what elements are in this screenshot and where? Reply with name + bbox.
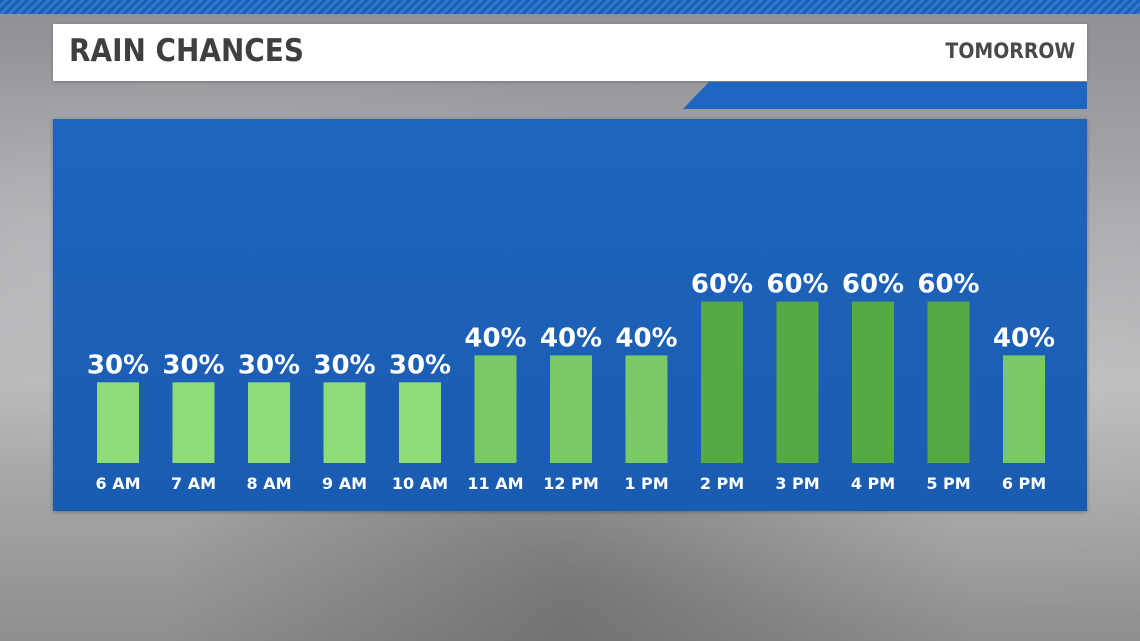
chart-subtitle: TOMORROW xyxy=(945,39,1075,63)
bar-11-am xyxy=(474,355,517,463)
value-label: 30% xyxy=(313,350,375,380)
category-label: 5 PM xyxy=(926,474,970,493)
category-label: 12 PM xyxy=(543,474,598,493)
accent-band xyxy=(683,82,1087,109)
value-label: 30% xyxy=(87,350,149,380)
value-label: 40% xyxy=(464,323,526,353)
category-label: 6 AM xyxy=(95,474,140,493)
chart-title: RAIN CHANCES xyxy=(69,33,304,69)
rain-chance-chart: 30% 6 AM 30% 7 AM 30% 8 AM 30% 9 AM 30% 10 AM 40% 1… xyxy=(87,270,1055,493)
chart-panel: 30% 6 AM 30% 7 AM 30% 8 AM 30% 9 AM 30% 10 AM 40% 1… xyxy=(53,119,1087,511)
bar-1-pm xyxy=(625,355,668,463)
bar-6-am xyxy=(97,382,139,463)
category-label: 10 AM xyxy=(392,474,448,493)
value-label: 60% xyxy=(842,270,904,300)
value-label: 40% xyxy=(540,323,602,353)
category-label: 9 AM xyxy=(322,474,367,493)
category-label: 6 PM xyxy=(1002,474,1046,493)
category-label: 3 PM xyxy=(775,474,819,493)
title-bar: RAIN CHANCES TOMORROW xyxy=(53,24,1087,81)
value-label: 60% xyxy=(691,270,753,300)
bar-6-pm xyxy=(1003,355,1045,463)
category-label: 1 PM xyxy=(624,474,668,493)
bar-7-am xyxy=(172,382,215,463)
value-label: 60% xyxy=(766,270,828,300)
category-label: 8 AM xyxy=(246,474,291,493)
bar-5-pm xyxy=(927,301,970,463)
bar-9-am xyxy=(323,382,366,463)
bar-10-am xyxy=(399,382,441,463)
value-label: 30% xyxy=(389,350,451,380)
bar-12-pm xyxy=(550,355,592,463)
category-label: 11 AM xyxy=(467,474,523,493)
value-label: 30% xyxy=(238,350,300,380)
bar-4-pm xyxy=(852,301,894,463)
bar-3-pm xyxy=(776,301,819,463)
category-label: 4 PM xyxy=(851,474,895,493)
bar-8-am xyxy=(248,382,290,463)
bar-2-pm xyxy=(701,301,743,463)
category-label: 7 AM xyxy=(171,474,216,493)
value-label: 60% xyxy=(917,270,979,300)
category-label: 2 PM xyxy=(700,474,744,493)
value-label: 40% xyxy=(615,323,677,353)
value-label: 40% xyxy=(993,323,1055,353)
value-label: 30% xyxy=(162,350,224,380)
top-stripe xyxy=(0,0,1140,14)
